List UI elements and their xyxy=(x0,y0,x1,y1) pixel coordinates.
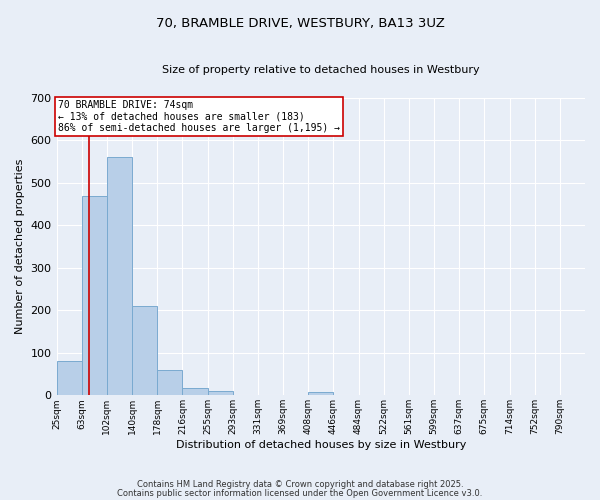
Bar xyxy=(182,388,208,396)
X-axis label: Distribution of detached houses by size in Westbury: Distribution of detached houses by size … xyxy=(176,440,466,450)
Text: 70, BRAMBLE DRIVE, WESTBURY, BA13 3UZ: 70, BRAMBLE DRIVE, WESTBURY, BA13 3UZ xyxy=(155,18,445,30)
Bar xyxy=(82,196,107,396)
Bar xyxy=(132,306,157,396)
Bar xyxy=(308,392,334,396)
Title: Size of property relative to detached houses in Westbury: Size of property relative to detached ho… xyxy=(162,65,479,75)
Bar xyxy=(107,158,132,396)
Text: 70 BRAMBLE DRIVE: 74sqm
← 13% of detached houses are smaller (183)
86% of semi-d: 70 BRAMBLE DRIVE: 74sqm ← 13% of detache… xyxy=(58,100,340,134)
Bar xyxy=(56,362,82,396)
Text: Contains HM Land Registry data © Crown copyright and database right 2025.: Contains HM Land Registry data © Crown c… xyxy=(137,480,463,489)
Text: Contains public sector information licensed under the Open Government Licence v3: Contains public sector information licen… xyxy=(118,488,482,498)
Y-axis label: Number of detached properties: Number of detached properties xyxy=(15,159,25,334)
Bar xyxy=(157,370,182,396)
Bar xyxy=(208,391,233,396)
